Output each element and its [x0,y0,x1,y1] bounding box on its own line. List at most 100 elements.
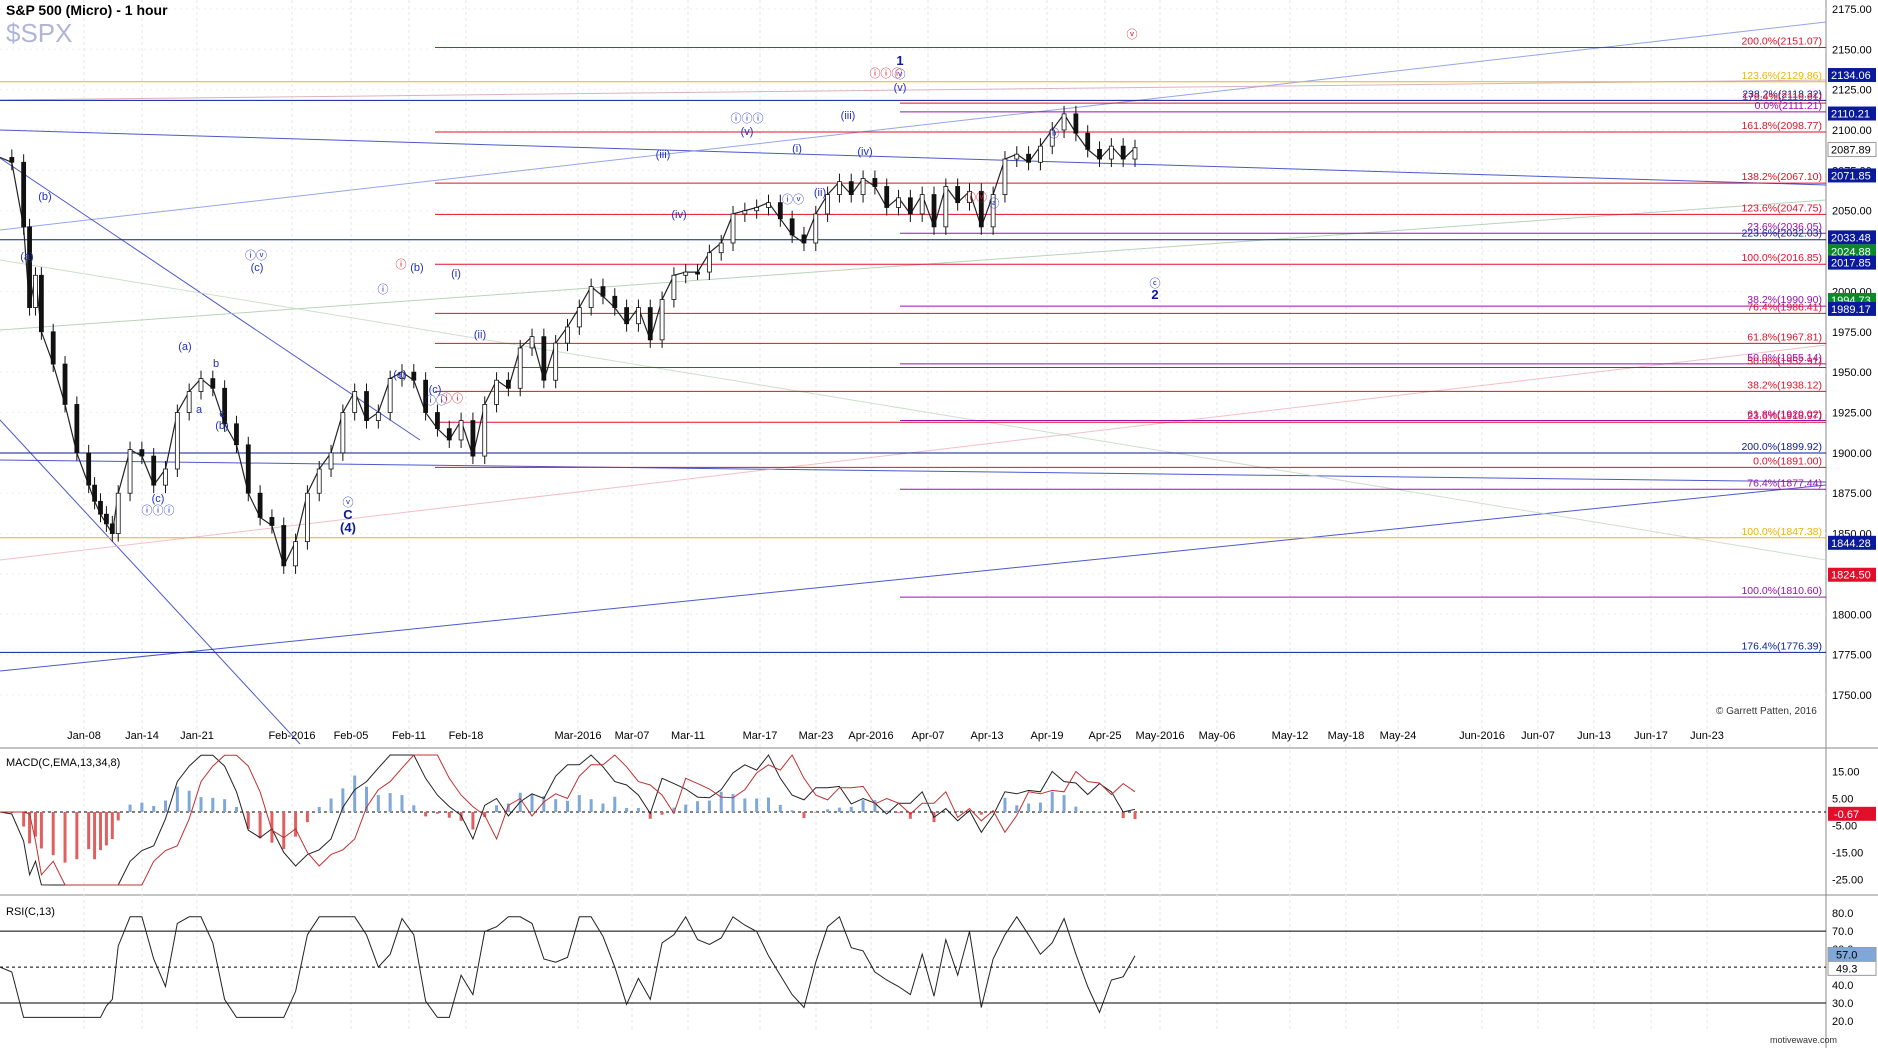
wave-label: ⓘⓥ [965,191,987,204]
macd-hist-bar [1074,806,1078,812]
price-candle [718,242,724,254]
price-candle [198,378,204,392]
price-candle [115,492,121,534]
wave-label: ⓑ [1049,127,1060,140]
price-candle [104,513,109,525]
price-candle [1120,145,1126,160]
rsi-last-value: 57.0 [1836,950,1857,962]
wave-label: (b) [38,191,51,203]
macd-hist-bar [447,812,451,818]
macd-hist-bar [589,799,593,812]
y-tick-label: 1900.00 [1832,448,1872,460]
price-scale-marker [1828,535,1876,550]
wave-label: ⓘⓘⓘ [731,112,764,125]
price-candle [27,226,32,308]
price-candle [754,207,760,212]
macd-hist-bar [33,812,37,837]
fib-label: 38.2%(1938.12) [1747,379,1822,391]
price-candle [801,234,807,244]
macd-hist-bar [542,796,546,812]
price-candle [38,274,44,333]
price-candle [1073,113,1079,134]
wave-label: ⓥ [343,496,354,509]
copyright-text: © Garrett Patten, 2016 [1716,706,1817,717]
price-candle [151,455,157,486]
macd-hist-bar [802,812,806,819]
macd-hist-bar [116,812,120,821]
price-candle [1097,148,1102,160]
macd-tick: -5.00 [1832,821,1857,833]
fib-label: 123.6%(2047.75) [1741,202,1822,214]
price-candle [210,378,216,389]
price-candle [576,307,582,328]
macd-hist-bar [234,806,238,812]
fib-label: 100.0%(1847.38) [1741,526,1822,538]
macd-hist-bar [566,800,569,812]
macd-line [0,754,1136,886]
price-candle [163,468,168,486]
price-candle [50,331,56,365]
fib-label: 100.0%(2016.85) [1741,252,1822,264]
macd-hist-bar [1098,811,1102,812]
price-scale-marker [1828,168,1876,183]
price-candle [505,379,511,389]
price-candle [565,326,570,344]
price-candle [541,336,547,381]
price-candle [33,274,38,308]
price-candle [931,194,937,228]
wave-label: (c) [429,384,442,396]
price-candle [919,194,925,215]
macd-hist-bar [554,799,558,812]
price-candle [399,371,405,379]
price-candle [872,178,878,187]
rsi-tick: 40.0 [1832,980,1853,992]
price-candle [837,181,842,195]
macd-hist-bar [672,807,676,812]
fib-label: 161.8%(2098.77) [1741,120,1822,132]
macd-hist-bar [140,802,144,812]
price-candle [281,525,287,567]
price-candle [553,342,559,381]
macd-hist-bar [636,807,640,812]
wave-label: (i) [451,268,461,280]
chart-title: S&P 500 (Micro) - 1 hour [6,2,168,18]
wave-label: (v) [894,82,907,94]
fib-label: 176.4%(2116.61) [1742,91,1822,103]
x-tick-label: Mar-2016 [554,730,601,742]
price-candle [825,194,831,215]
trend-line [0,129,1827,186]
x-tick-label: Jun-13 [1577,730,1611,742]
macd-tick: -15.00 [1832,848,1863,860]
x-tick-label: Jun-17 [1634,730,1668,742]
price-candle [884,186,890,208]
fib-label: 0.0%(2111.21) [1755,100,1822,112]
x-tick-label: Jun-2016 [1459,730,1505,742]
price-scale-marker [1828,230,1876,245]
macd-hist-bar [719,791,723,812]
wave-label: ⓘⓘ [425,394,447,407]
macd-hist-bar [660,812,664,815]
price-candle [1038,145,1043,163]
price-scale-marker [1828,301,1876,316]
price-candle [907,197,913,215]
price-scale-value: 2024.88 [1831,246,1871,258]
price-bars [0,105,1138,574]
wave-label: (v) [741,126,754,138]
price-panel[interactable] [0,0,1826,748]
price-candle [683,271,689,276]
macd-hist-bar [956,810,960,812]
macd-last-marker [1828,806,1876,821]
wave-label: c [219,408,225,420]
price-candle [978,190,984,228]
price-candle [1014,153,1020,160]
macd-hist-bar [530,794,534,812]
wave-label: ⓘⓘ [441,392,463,405]
price-candle [695,271,700,275]
macd-hist-bar [104,812,108,846]
fib-label: 76.4%(1877.44) [1747,477,1822,489]
wave-label: (ii) [474,329,486,341]
macd-hist-bar [684,804,688,812]
price-candle [848,181,854,195]
